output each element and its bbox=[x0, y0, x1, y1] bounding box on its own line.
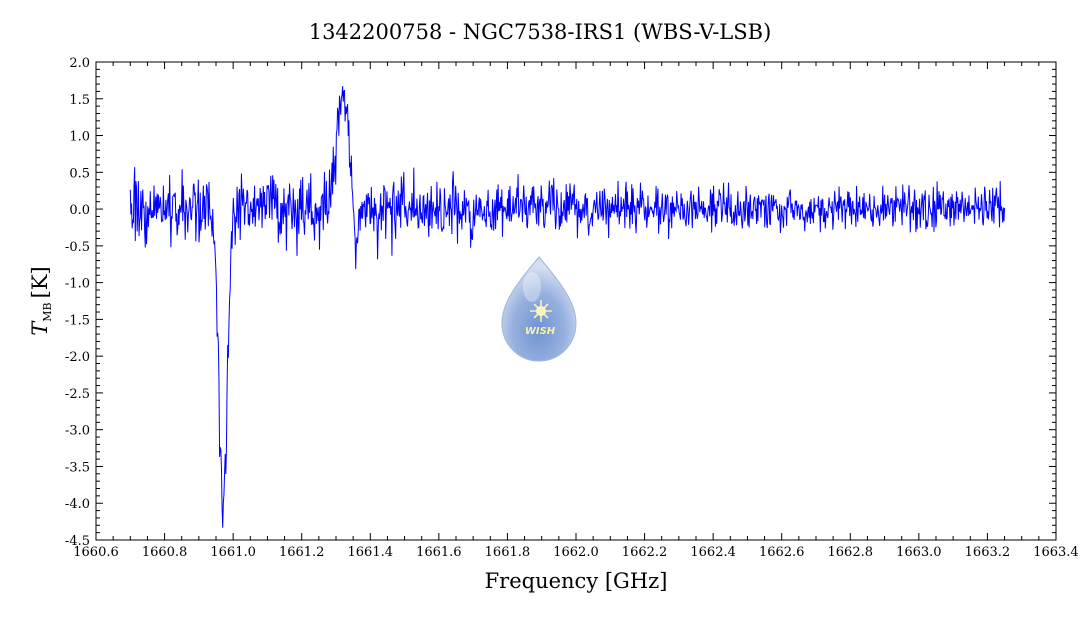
y-tick-label: 0.0 bbox=[69, 203, 90, 218]
y-tick-label: 1.5 bbox=[69, 93, 90, 108]
y-tick-label: -1.0 bbox=[65, 277, 90, 292]
x-tick-label: 1662.2 bbox=[622, 545, 668, 560]
x-tick-label: 1661.2 bbox=[279, 545, 325, 560]
wish-logo: WISH bbox=[501, 256, 577, 362]
x-tick-label: 1661.0 bbox=[210, 545, 256, 560]
y-tick-label: -3.5 bbox=[65, 460, 90, 475]
logo-text: WISH bbox=[525, 326, 556, 337]
y-tick-label: 1.0 bbox=[69, 130, 90, 145]
y-tick-label: -2.0 bbox=[65, 350, 90, 365]
x-tick-label: 1662.8 bbox=[828, 545, 874, 560]
x-tick-label: 1661.6 bbox=[416, 545, 462, 560]
y-tick-label: 2.0 bbox=[69, 56, 90, 71]
y-tick-label: 0.5 bbox=[69, 166, 90, 181]
y-tick-label: -4.5 bbox=[65, 534, 90, 549]
y-tick-label: -2.5 bbox=[65, 387, 90, 402]
y-tick-label: -3.0 bbox=[65, 424, 90, 439]
x-tick-label: 1663.2 bbox=[965, 545, 1011, 560]
x-tick-label: 1662.6 bbox=[759, 545, 805, 560]
x-tick-label: 1662.0 bbox=[553, 545, 599, 560]
x-axis-label: Frequency [GHz] bbox=[485, 569, 668, 593]
x-axis-ticks: 1660.6 1660.8 1661.0 1661.2 1661.4 1661.6 1661… bbox=[73, 62, 1079, 560]
y-tick-label: -1.5 bbox=[65, 313, 90, 328]
svg-text:TMB[K]: TMB[K] bbox=[28, 266, 54, 335]
plot-frame bbox=[95, 61, 1057, 541]
x-tick-label: 1661.4 bbox=[348, 545, 394, 560]
x-tick-label: 1660.6 bbox=[73, 545, 119, 560]
star-icon bbox=[530, 300, 552, 322]
y-axis-label: TMB[K] bbox=[28, 266, 54, 335]
x-tick-label: 1663.0 bbox=[896, 545, 942, 560]
chart-title: 1342200758 - NGC7538-IRS1 (WBS-V-LSB) bbox=[309, 20, 772, 44]
y-axis-ticks: 2.0 1.5 1.0 0.5 0.0 -0.5 -1.0 -1.5 -2.0 -2.5 -3.0 -… bbox=[65, 56, 1056, 549]
x-tick-label: 1661.8 bbox=[485, 545, 531, 560]
y-tick-label: -4.0 bbox=[65, 497, 90, 512]
y-tick-label: -0.5 bbox=[65, 240, 90, 255]
x-tick-label: 1663.4 bbox=[1033, 545, 1079, 560]
spectrum-series-line bbox=[129, 86, 1006, 528]
x-tick-label: 1662.4 bbox=[690, 545, 736, 560]
x-tick-label: 1660.8 bbox=[142, 545, 188, 560]
